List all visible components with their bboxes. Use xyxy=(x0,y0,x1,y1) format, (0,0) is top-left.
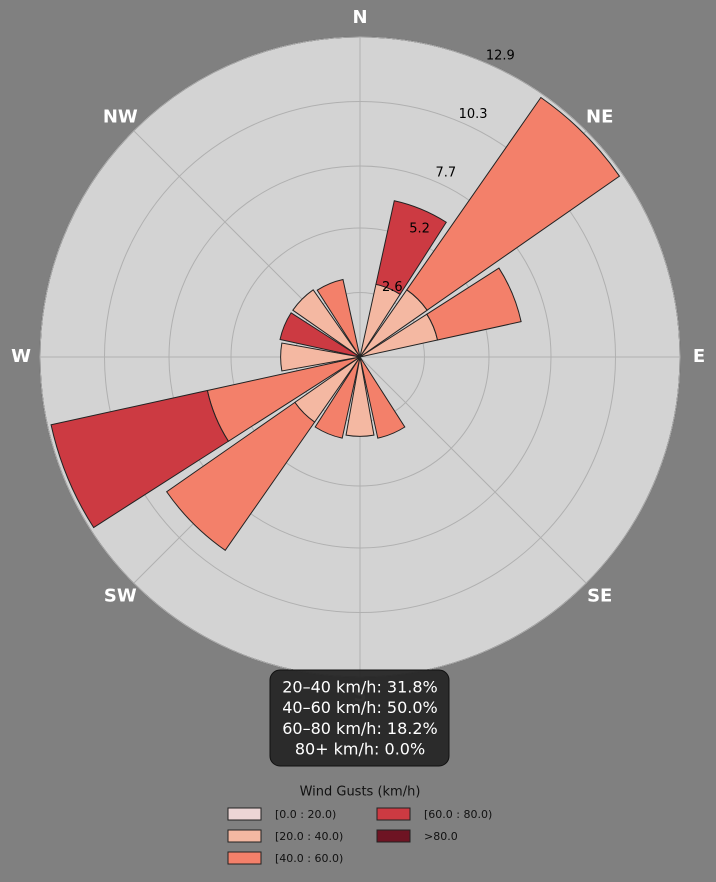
bar-segment xyxy=(314,356,361,439)
r-tick-label: 10.3 xyxy=(459,107,488,122)
stats-line: 80+ km/h: 0.0% xyxy=(295,740,425,759)
direction-label: E xyxy=(693,346,705,367)
direction-label: N xyxy=(352,7,367,28)
bar-segment xyxy=(279,312,361,358)
legend-label: [60.0 : 80.0) xyxy=(424,808,492,821)
r-tick-label: 5.2 xyxy=(409,222,430,237)
legend-swatch xyxy=(376,807,411,821)
legend-swatch xyxy=(227,851,262,865)
bar-segment xyxy=(292,289,361,358)
bar-segment xyxy=(406,96,621,311)
stats-line: 60–80 km/h: 18.2% xyxy=(282,719,438,738)
direction-label: NE xyxy=(586,106,613,127)
bar-segment xyxy=(165,401,316,552)
stats-line: 20–40 km/h: 31.8% xyxy=(282,678,438,697)
r-tick-label: 7.7 xyxy=(435,166,456,181)
stats-line: 40–60 km/h: 50.0% xyxy=(282,698,438,717)
legend-title: Wind Gusts (km/h) xyxy=(300,785,421,800)
direction-label: SW xyxy=(104,586,137,607)
legend-swatch xyxy=(227,829,262,843)
bar-segment xyxy=(375,200,447,296)
bar-segment xyxy=(316,278,361,358)
legend-swatch xyxy=(227,807,262,821)
stats-box xyxy=(269,669,450,767)
legend-label: [20.0 : 40.0) xyxy=(275,830,343,843)
legend-label: [0.0 : 20.0) xyxy=(275,808,336,821)
bar-segment xyxy=(50,389,230,529)
r-tick-label: 2.6 xyxy=(382,280,403,295)
direction-label: SE xyxy=(587,586,612,607)
bar-segment xyxy=(426,267,522,341)
legend-label: >80.0 xyxy=(424,830,458,843)
legend-label: [40.0 : 60.0) xyxy=(275,852,343,865)
legend-swatch xyxy=(376,829,411,843)
direction-label: NW xyxy=(103,106,138,127)
grid-spoke xyxy=(359,356,587,584)
bar-segment xyxy=(359,356,406,439)
direction-label: W xyxy=(11,346,31,367)
bar-segment xyxy=(280,342,361,372)
bar-segment xyxy=(345,356,375,437)
r-tick-label: 12.9 xyxy=(486,49,515,64)
